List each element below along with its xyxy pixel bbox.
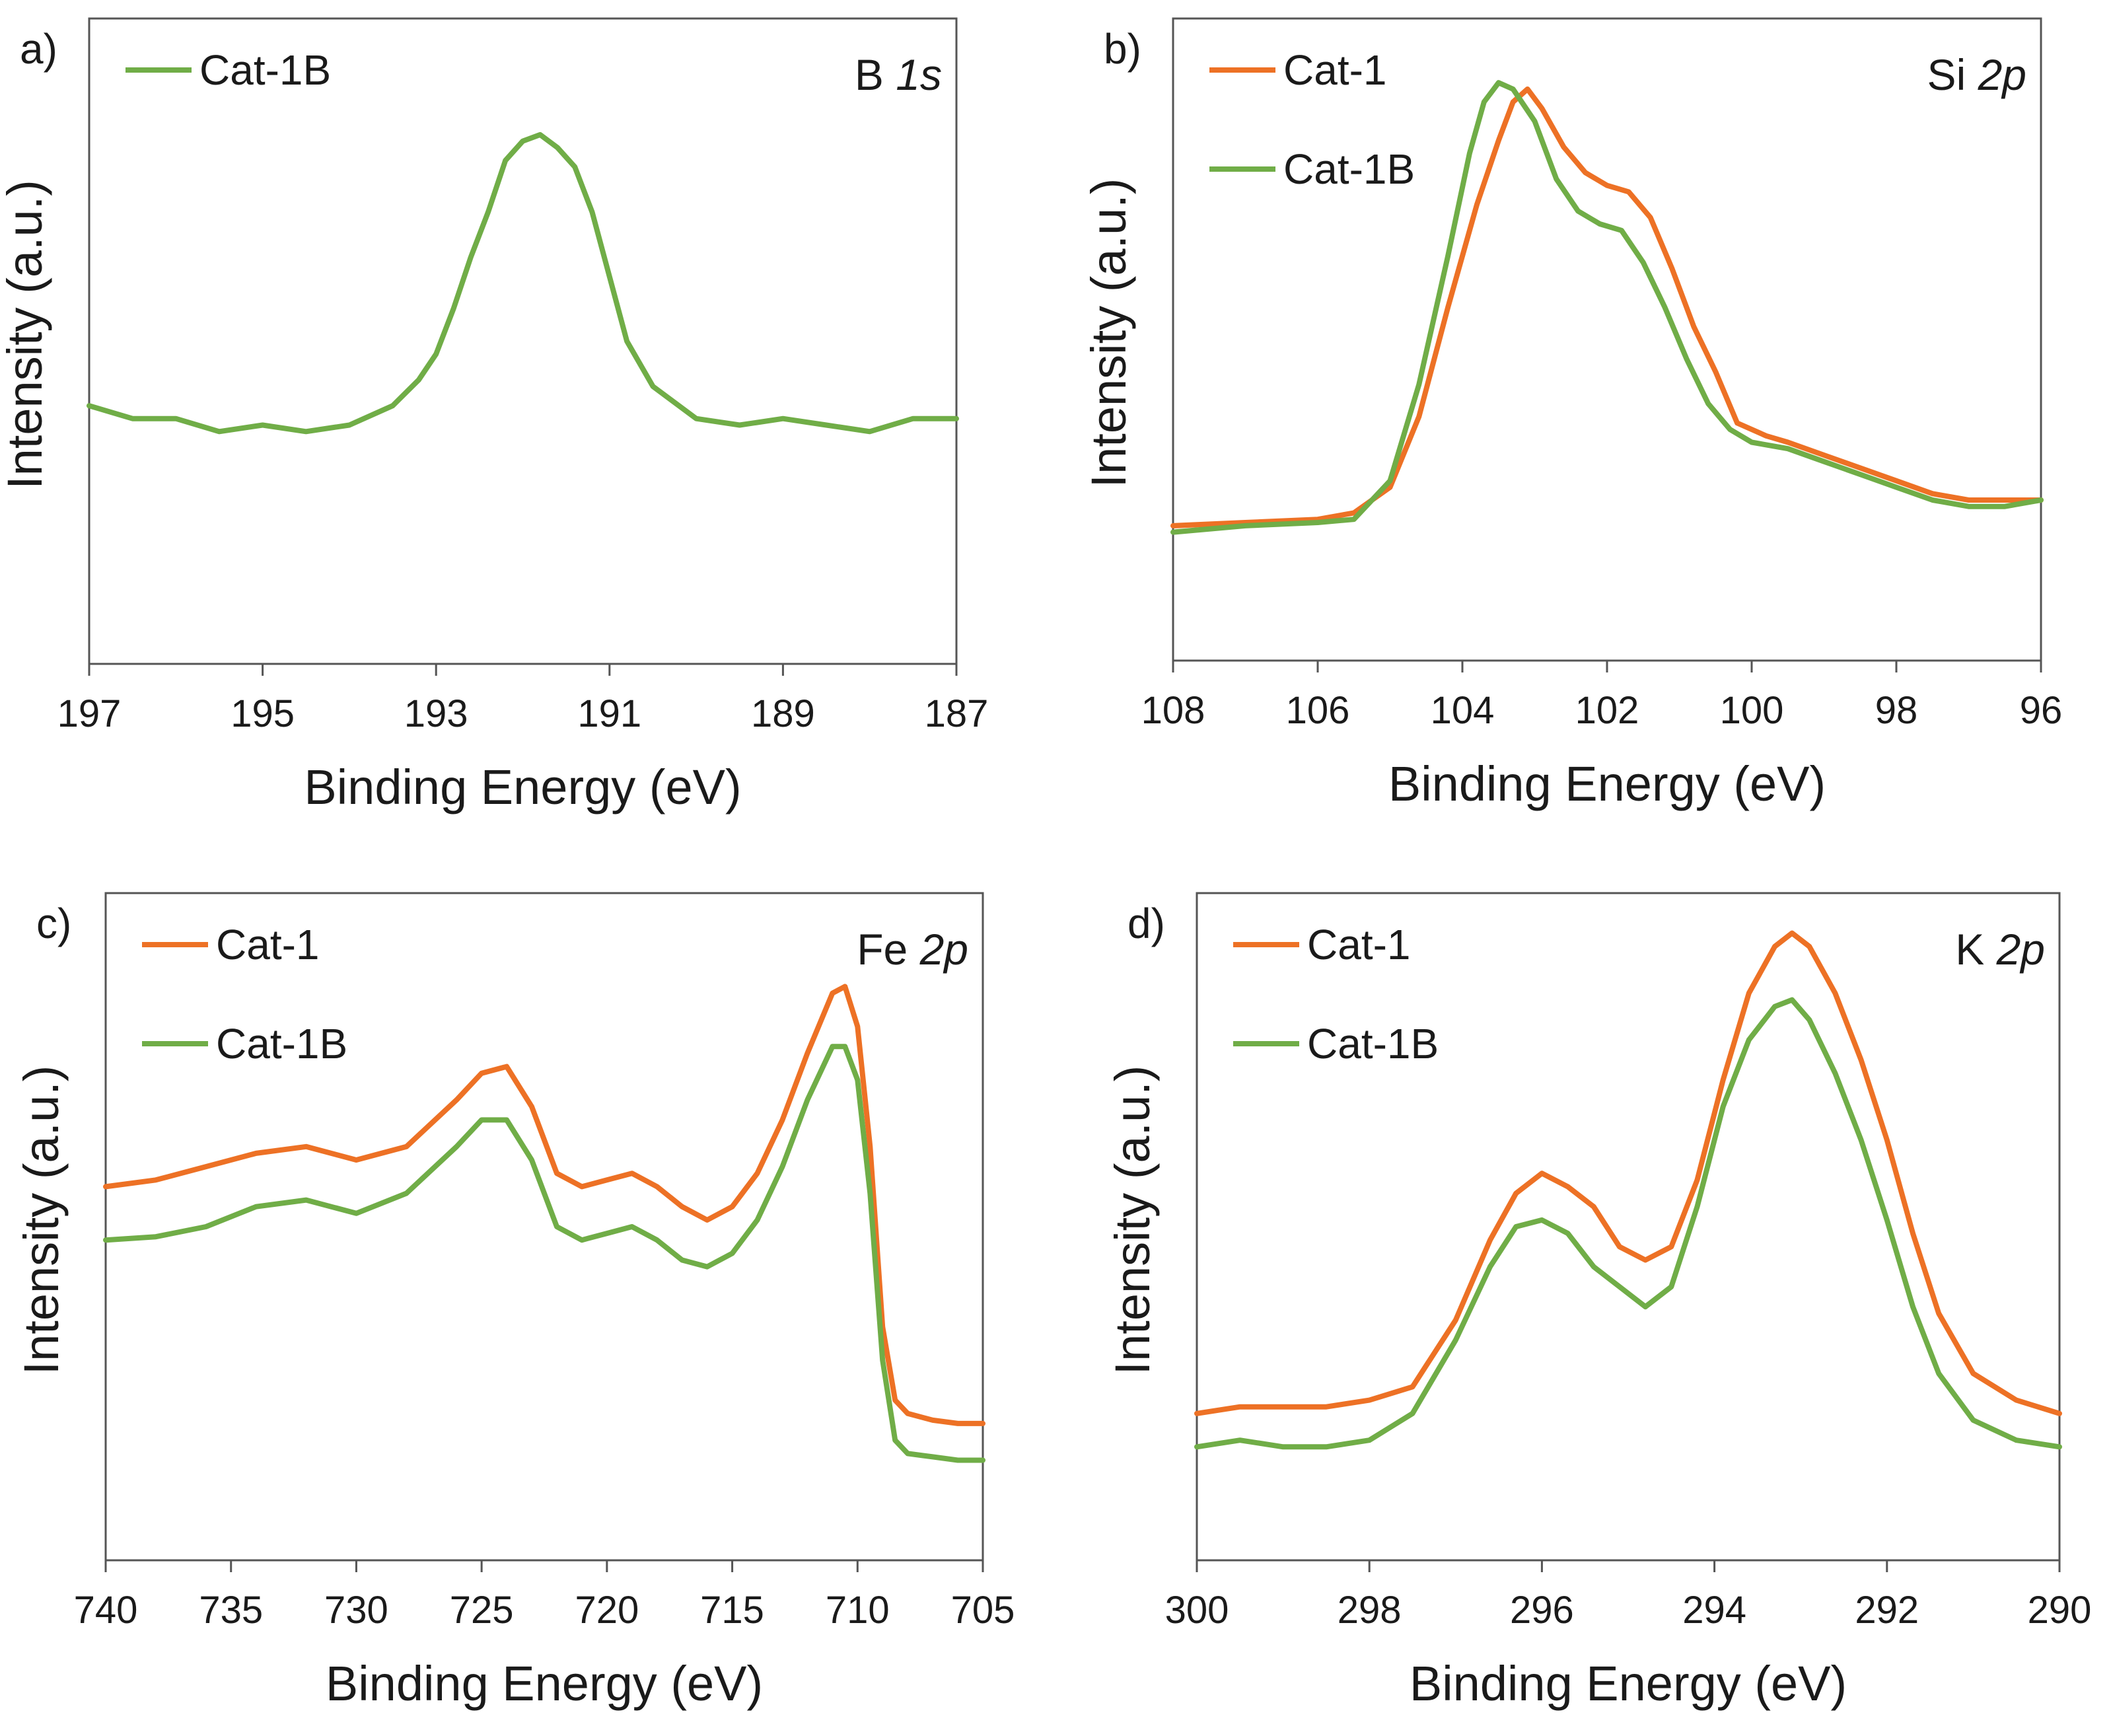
series-line-cat-1b [1194, 997, 2062, 1450]
legend-label: Cat-1B [1283, 145, 1415, 193]
x-tick-label: 102 [1575, 689, 1639, 732]
series-line-cat-1 [1170, 86, 2044, 528]
orbital-label: 2p [1996, 925, 2045, 974]
panel-title: K 2p [1955, 925, 2045, 974]
x-tick-label: 740 [74, 1589, 138, 1632]
x-tick-label: 296 [1510, 1589, 1574, 1632]
series-line-cat-1 [103, 984, 985, 1426]
x-tick-label: 197 [57, 692, 122, 735]
x-tick-label: 705 [951, 1589, 1015, 1632]
panel-title: B 1s [855, 50, 942, 99]
panel-label: a) [20, 25, 57, 73]
x-tick-label: 100 [1720, 689, 1784, 732]
element-symbol: Si [1927, 50, 1978, 99]
panel-b: 108 106 104 102 100 98 96 Binding Energy (eV) In… [1081, 17, 2063, 811]
x-axis-title: Binding Energy (eV) [326, 1656, 763, 1711]
x-tick-label: 710 [826, 1589, 890, 1632]
x-tick-label: 106 [1286, 689, 1350, 732]
x-tick-label: 715 [700, 1589, 764, 1632]
legend-label: Cat-1B [1307, 1020, 1439, 1067]
panel-label: c) [36, 900, 71, 947]
orbital-label: 2p [919, 925, 968, 974]
panel-label: d) [1127, 900, 1165, 947]
panel-a: 197 195 193 191 189 187 Binding Energy (eV) Int… [0, 17, 989, 814]
element-symbol: Fe [857, 925, 919, 974]
panel-d: 300 298 296 294 292 290 Binding Energy (eV) Int… [1105, 892, 2092, 1711]
series-line-cat-1b [87, 131, 959, 435]
x-tick-label: 298 [1338, 1589, 1402, 1632]
plot-frame [104, 892, 984, 1562]
x-tick-label: 725 [450, 1589, 514, 1632]
x-tick-label: 187 [925, 692, 989, 735]
panel-label: b) [1104, 25, 1141, 73]
plot-frame [88, 17, 958, 665]
x-tick-label: 195 [231, 692, 295, 735]
orbital-label: 1s [896, 50, 942, 99]
series-line-cat-1b [103, 1044, 985, 1463]
series-line-cat-1 [1194, 930, 2062, 1416]
panel-title: Fe 2p [857, 925, 968, 974]
x-axis-title: Binding Energy (eV) [1410, 1656, 1847, 1711]
x-tick-label: 193 [404, 692, 468, 735]
legend-label: Cat-1B [199, 46, 331, 94]
x-tick-label: 294 [1682, 1589, 1746, 1632]
y-axis-title: Intensity (a.u.) [1081, 178, 1136, 488]
series-line-cat-1b [1170, 80, 2044, 535]
x-tick-label: 96 [2020, 689, 2063, 732]
plot-frame [1172, 17, 2042, 662]
x-axis-title: Binding Energy (eV) [304, 760, 741, 814]
legend-label: Cat-1B [216, 1020, 347, 1067]
panel-c: 740 735 730 725 720 715 710 705 Binding Energy (… [14, 892, 1015, 1711]
x-tick-label: 98 [1875, 689, 1918, 732]
x-tick-label: 191 [577, 692, 641, 735]
orbital-label: 2p [1978, 50, 2026, 99]
x-tick-label: 730 [324, 1589, 388, 1632]
y-axis-title: Intensity (a.u.) [14, 1066, 69, 1375]
legend-label: Cat-1 [1283, 46, 1387, 94]
legend-label: Cat-1 [216, 921, 320, 968]
y-axis-title: Intensity (a.u.) [0, 180, 52, 489]
x-tick-label: 290 [2028, 1589, 2092, 1632]
x-tick-label: 104 [1431, 689, 1495, 732]
x-tick-label: 300 [1165, 1589, 1229, 1632]
x-tick-label: 292 [1855, 1589, 1919, 1632]
y-axis-title: Intensity (a.u.) [1105, 1066, 1160, 1375]
x-tick-label: 735 [199, 1589, 263, 1632]
x-tick-label: 720 [575, 1589, 639, 1632]
plot-frame [1196, 892, 2061, 1562]
x-axis-title: Binding Energy (eV) [1388, 756, 1826, 811]
element-symbol: B [855, 50, 896, 99]
element-symbol: K [1955, 925, 1996, 974]
legend-label: Cat-1 [1307, 921, 1411, 968]
x-tick-label: 189 [751, 692, 815, 735]
x-tick-label: 108 [1141, 689, 1205, 732]
panel-title: Si 2p [1927, 50, 2026, 99]
